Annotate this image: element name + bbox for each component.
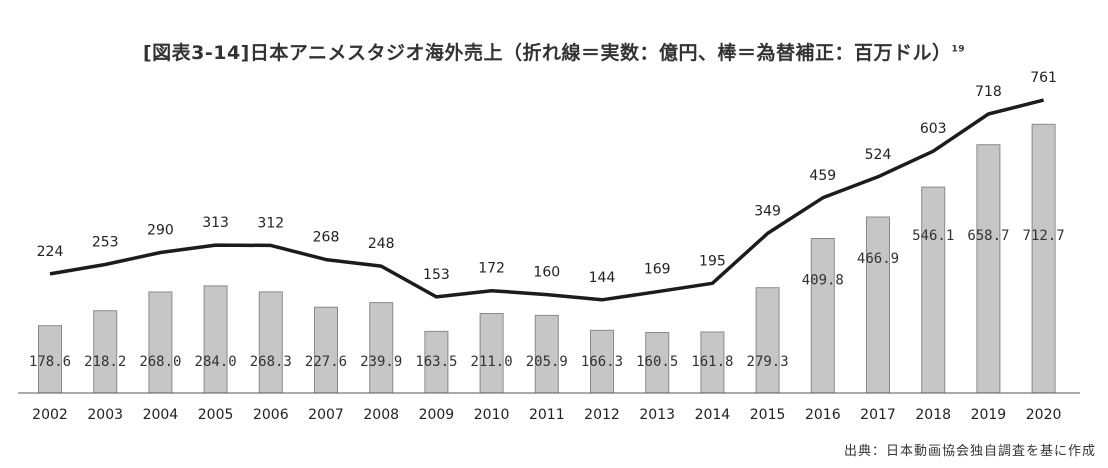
bar-value-label-2008: 239.9 xyxy=(360,354,402,370)
bar-2015 xyxy=(755,287,780,394)
line-value-label-2007: 268 xyxy=(313,230,340,246)
line-value-label-2002: 224 xyxy=(37,244,64,260)
bar-value-label-2012: 166.3 xyxy=(581,354,623,370)
source-note: 出典：日本動画協会独自調査を基に作成 xyxy=(843,444,1096,459)
line-value-label-2008: 248 xyxy=(368,236,395,252)
bar-value-label-2003: 218.2 xyxy=(84,354,126,370)
line-value-label-2005: 313 xyxy=(202,215,229,231)
bar-value-label-2015: 279.3 xyxy=(747,354,789,370)
x-tick-label-2014: 2014 xyxy=(695,407,731,423)
bar-value-label-2014: 161.8 xyxy=(691,354,733,370)
x-tick-label-2006: 2006 xyxy=(253,407,289,423)
x-tick-label-2004: 2004 xyxy=(143,407,179,423)
x-tick-label-2005: 2005 xyxy=(198,407,234,423)
x-tick-label-2007: 2007 xyxy=(308,407,344,423)
x-tick-label-2008: 2008 xyxy=(363,407,399,423)
x-tick-label-2012: 2012 xyxy=(584,407,620,423)
x-tick-label-2013: 2013 xyxy=(639,407,675,423)
title-footnote: 19 xyxy=(951,44,966,55)
line-value-label-2018: 603 xyxy=(920,121,947,137)
bar-value-label-2005: 284.0 xyxy=(195,354,237,370)
bar-value-label-2009: 163.5 xyxy=(415,354,457,370)
line-value-label-2010: 172 xyxy=(478,261,505,277)
bar-value-label-2006: 268.3 xyxy=(250,354,292,370)
line-value-label-2006: 312 xyxy=(257,215,284,231)
x-tick-label-2015: 2015 xyxy=(750,407,786,423)
bar-value-label-2002: 178.6 xyxy=(29,354,71,370)
bar-value-label-2019: 658.7 xyxy=(967,228,1009,244)
line-value-label-2020: 761 xyxy=(1030,70,1057,86)
line-value-label-2004: 290 xyxy=(147,223,174,239)
x-tick-label-2016: 2016 xyxy=(805,407,841,423)
bar-value-label-2016: 409.8 xyxy=(802,273,844,289)
line-value-label-2019: 718 xyxy=(975,84,1002,100)
bar-2018 xyxy=(921,186,946,394)
line-value-label-2009: 153 xyxy=(423,267,450,283)
line-series xyxy=(49,98,1045,302)
bar-2019 xyxy=(976,144,1001,394)
chart-title: [図表3-14]日本アニメスタジオ海外売上（折れ線＝実数：億円、棒＝為替補正：百… xyxy=(142,42,966,64)
bar-2016 xyxy=(810,238,835,394)
bar-2004 xyxy=(148,291,173,394)
x-tick-label-2009: 2009 xyxy=(419,407,455,423)
bar-value-label-2013: 160.5 xyxy=(636,354,678,370)
line-value-label-2003: 253 xyxy=(92,235,119,251)
line-value-label-2016: 459 xyxy=(809,168,836,184)
x-tick-label-2019: 2019 xyxy=(971,407,1007,423)
bar-2003 xyxy=(93,310,118,394)
line-value-label-2014: 195 xyxy=(699,253,726,269)
line-value-label-2012: 144 xyxy=(589,270,616,286)
x-tick-label-2010: 2010 xyxy=(474,407,510,423)
bar-2017 xyxy=(866,216,890,394)
bar-value-label-2017: 466.9 xyxy=(857,251,899,267)
bar-value-label-2011: 205.9 xyxy=(526,354,568,370)
bar-2006 xyxy=(258,291,283,394)
line-value-label-2011: 160 xyxy=(533,265,560,281)
bar-2005 xyxy=(203,285,228,394)
bar-value-label-2004: 268.0 xyxy=(139,354,181,370)
x-tick-label-2002: 2002 xyxy=(32,407,68,423)
x-tick-label-2017: 2017 xyxy=(860,407,896,423)
bar-value-label-2018: 546.1 xyxy=(912,228,954,244)
line-value-label-2013: 169 xyxy=(644,262,671,278)
x-tick-label-2018: 2018 xyxy=(915,407,951,423)
x-tick-label-2003: 2003 xyxy=(87,407,123,423)
x-tick-label-2011: 2011 xyxy=(529,407,565,423)
bar-value-label-2010: 211.0 xyxy=(471,354,513,370)
bar-2020 xyxy=(1031,123,1056,394)
bar-2008 xyxy=(369,302,394,394)
line-value-label-2017: 524 xyxy=(865,147,892,163)
x-tick-label-2020: 2020 xyxy=(1026,407,1062,423)
bar-2007 xyxy=(314,306,338,394)
bar-value-label-2007: 227.6 xyxy=(305,354,347,370)
bar-value-label-2020: 712.7 xyxy=(1023,228,1065,244)
line-value-label-2015: 349 xyxy=(754,203,781,219)
